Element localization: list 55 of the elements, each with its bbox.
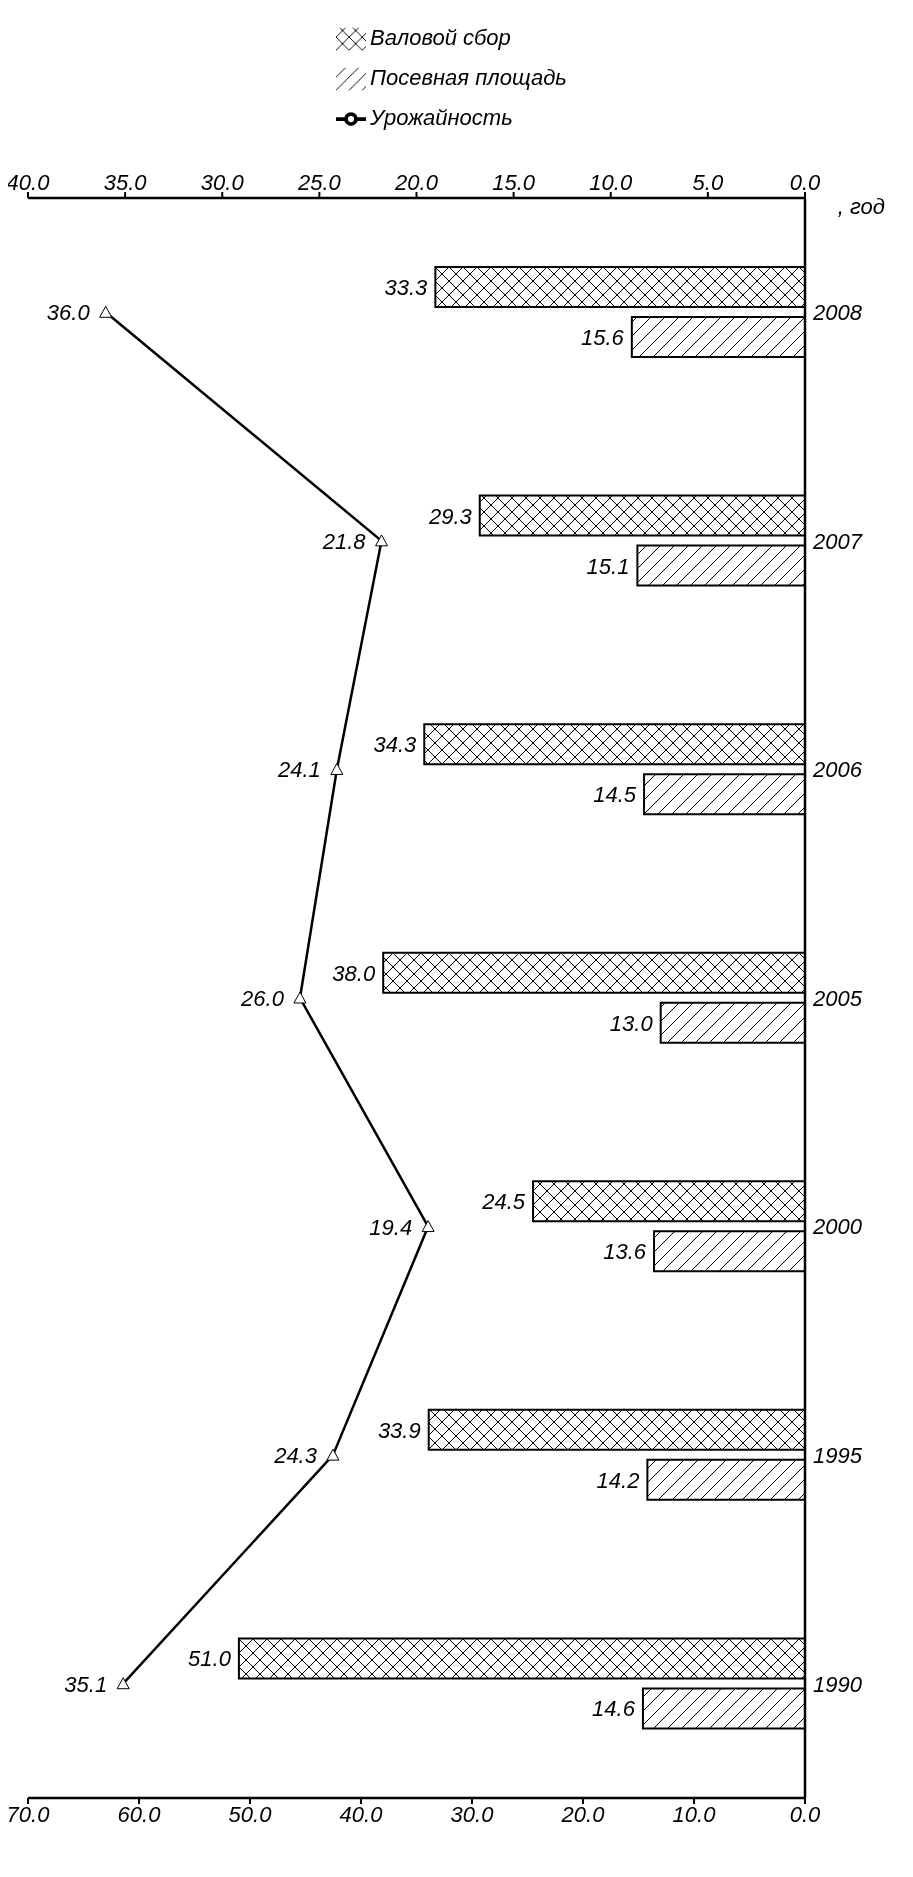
x2-tick-label: 0.0 xyxy=(789,170,822,195)
data-label: 14.2 xyxy=(596,1467,640,1493)
x2-tick-label: 15.0 xyxy=(492,170,536,195)
y-tick-label: 2000 xyxy=(812,1214,863,1240)
legend-label: Посевная площадь xyxy=(370,65,567,90)
y-tick-label: 2007 xyxy=(812,528,863,554)
data-label: 38.0 xyxy=(332,960,376,986)
point xyxy=(99,305,113,318)
y-tick-label: 2008 xyxy=(812,300,863,326)
data-label: 34.3 xyxy=(373,732,418,758)
point xyxy=(326,1448,340,1461)
x-tick-label: 20.0 xyxy=(560,1801,606,1827)
point xyxy=(421,1220,435,1233)
x-tick-label: 10.0 xyxy=(672,1801,717,1827)
y-tick-label: 2006 xyxy=(812,757,863,783)
data-label: 14.6 xyxy=(592,1696,636,1722)
data-label: 24.3 xyxy=(273,1443,318,1469)
y-tick-label: 2005 xyxy=(812,985,863,1011)
data-label: 15.1 xyxy=(586,553,630,579)
x2-tick-label: 25.0 xyxy=(296,170,342,195)
legend-label: Урожайность xyxy=(370,105,513,130)
data-label: 14.5 xyxy=(593,782,637,808)
x2-tick-label: 20.0 xyxy=(394,170,439,195)
x-tick-label: 30.0 xyxy=(450,1801,495,1827)
data-label: 21.8 xyxy=(321,528,367,554)
x-tick-label: 50.0 xyxy=(228,1801,273,1827)
data-label: 35.1 xyxy=(64,1671,108,1697)
x-tick-label: 60.0 xyxy=(117,1801,162,1827)
x2-tick-label: 5.0 xyxy=(692,170,724,195)
x-tick-label: 40.0 xyxy=(339,1801,384,1827)
data-label: 33.3 xyxy=(384,275,429,300)
data-label: 33.9 xyxy=(377,1417,421,1443)
x2-tick-label: 30.0 xyxy=(200,170,245,195)
y-tick-label: 1995 xyxy=(813,1442,863,1468)
x2-tick-label: 35.0 xyxy=(103,170,148,195)
data-label: 13.0 xyxy=(609,1010,654,1036)
data-label: 51.0 xyxy=(188,1646,232,1672)
point xyxy=(375,534,389,547)
x2-tick-label: 10.0 xyxy=(589,170,633,195)
data-label: 15.6 xyxy=(581,325,625,350)
data-label: 24.5 xyxy=(481,1189,526,1215)
x-tick-label: 0.0 xyxy=(789,1801,822,1827)
y-tick-label: 1990 xyxy=(813,1671,863,1697)
data-label: 36.0 xyxy=(46,300,91,326)
point xyxy=(293,991,307,1004)
point xyxy=(330,762,344,775)
data-label: 29.3 xyxy=(427,503,473,529)
legend-label: Валовой сбор xyxy=(370,25,511,50)
x-tick-label: 70.0 xyxy=(6,1801,51,1827)
point xyxy=(116,1677,130,1690)
y-axis-title: , год xyxy=(837,193,885,219)
data-label: 13.6 xyxy=(603,1239,647,1265)
data-label: 26.0 xyxy=(240,986,285,1011)
data-label: 24.1 xyxy=(277,757,321,783)
data-label: 19.4 xyxy=(369,1214,413,1240)
